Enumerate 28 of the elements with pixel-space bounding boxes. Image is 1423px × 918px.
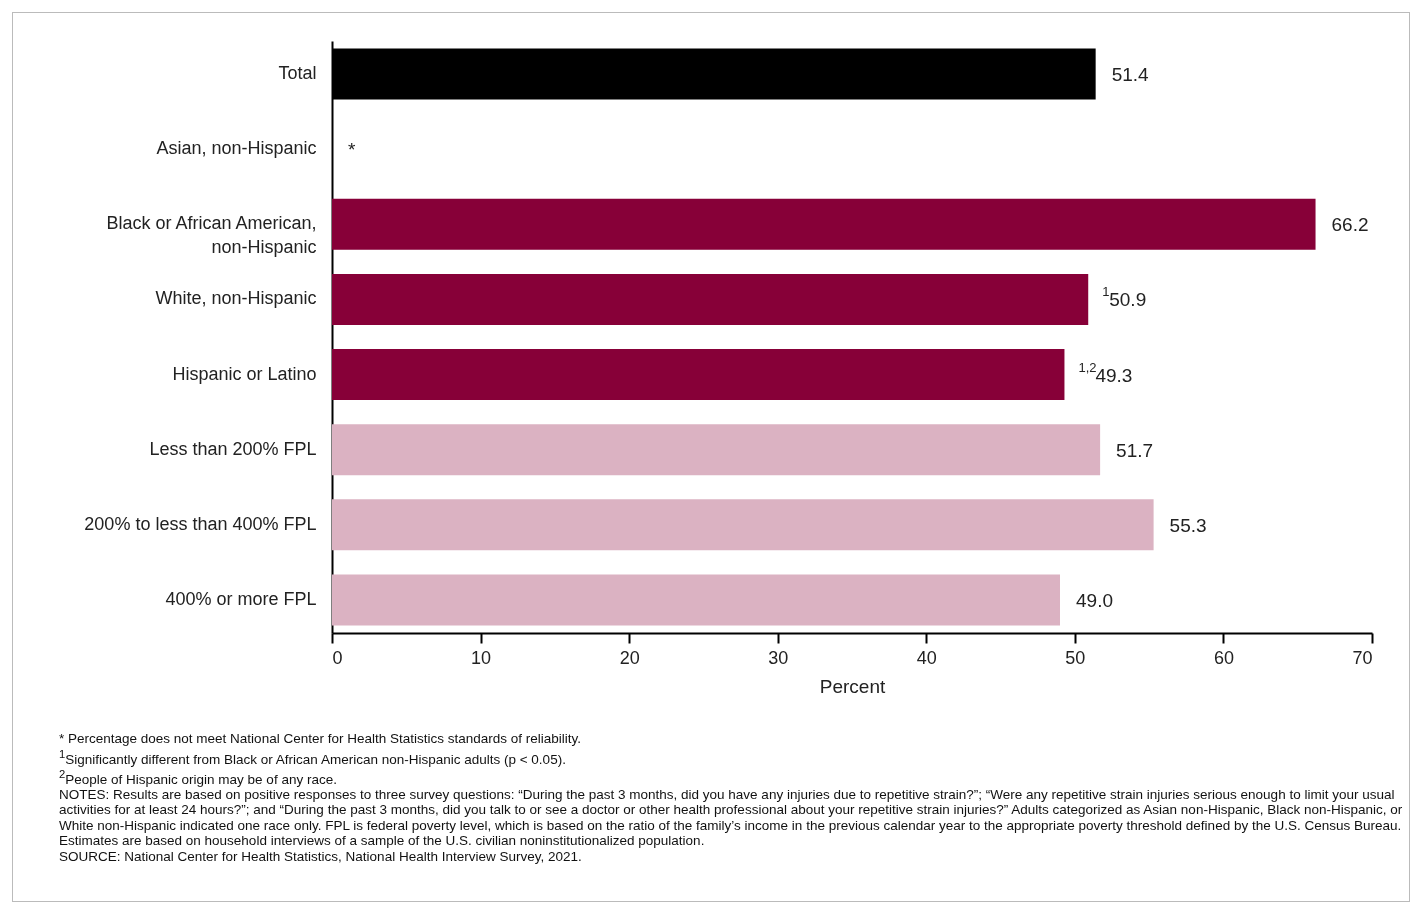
x-tick-label: 30: [768, 647, 789, 668]
x-tick-label: 50: [1065, 647, 1086, 668]
text: * Percentage does not meet National Center for Health Statistics standards of reliability.: [59, 731, 583, 747]
text: NOTES: Results are based on positive responses to three survey questions: “During the past 3 months, did you have any injuries due to repetitive strain?”; “Were any repetitive strain injuries serious enough to limit your usual activities for at least 24 hours?”; and “During the past 3 months, did you talk to or see a doctor or other health professional about your repetitive strain injuries?” Adults categorized as Asian non-Hispanic, Black non-Hispanic, or White non-Hispanic indicated one race only. FPL is federal poverty level, which is based on the ratio of the family’s income in the previous calendar year to the appropriate poverty threshold defined by the U.S. Census Bureau. Estimates are based on household interviews of a sample of the U.S. civilian noninstitutionalized population.: [59, 786, 1404, 849]
y-tick-label: White, non-Hispanic: [155, 288, 317, 309]
y-tick-label: Total: [278, 63, 317, 84]
y-tick-label: 400% or more FPL: [165, 588, 317, 609]
x-tick-label: 60: [1213, 647, 1234, 668]
x-tick-label: 70: [1352, 647, 1373, 668]
y-tick-label: Less than 200% FPL: [149, 438, 317, 459]
x-tick-label: 0: [332, 647, 343, 668]
text: *: [348, 139, 356, 161]
x-tick-label: 20: [619, 647, 640, 668]
data-label: 55.3: [1169, 514, 1207, 536]
text: $^{1}$Significantly different from Black or African American non-Hispanic adults (p < 0.05).: [59, 746, 567, 767]
y-tick-label: Black or African American, non-Hispanic: [106, 213, 317, 258]
x-axis-title: Percent: [819, 675, 886, 697]
x-tick-label: 10: [471, 647, 492, 668]
source-note: SOURCE: National Center for Health Statistics, National Health Interview Survey, 2021.: [59, 848, 583, 864]
data-label: 66.2: [1331, 214, 1369, 236]
data-label: 51.7: [1116, 439, 1154, 461]
data-label: 51.4: [1111, 64, 1150, 86]
x-tick-label: 40: [916, 647, 937, 668]
data-label: 49.0: [1076, 589, 1113, 611]
y-tick-label: 200% to less than 400% FPL: [84, 513, 317, 534]
text: $^{2}$People of Hispanic origin may be of any race.: [59, 767, 338, 787]
y-tick-label: Asian, non-Hispanic: [156, 138, 317, 159]
y-tick-label: Hispanic or Latino: [172, 363, 317, 384]
